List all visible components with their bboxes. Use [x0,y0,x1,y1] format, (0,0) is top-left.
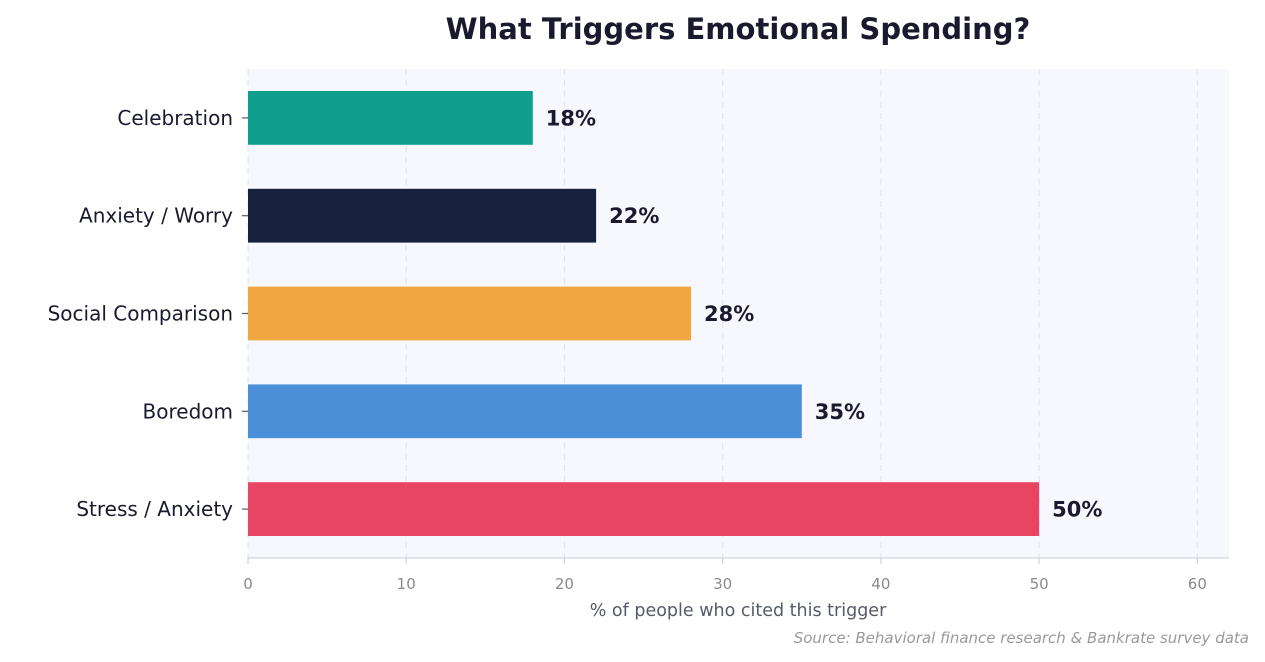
bar-value-label: 50% [1052,498,1102,522]
x-tick-label: 10 [397,575,416,593]
bar [248,188,597,243]
bar-value-label: 35% [815,400,865,424]
category-label: Celebration [117,106,233,130]
x-tick-label: 0 [243,575,253,593]
bars: 50% 35% 28% 22% 18% [248,91,1102,536]
bar [248,482,1040,536]
x-axis-label: % of people who cited this trigger [590,601,887,621]
x-tick-label: 60 [1188,575,1207,593]
x-axis-ticks: 0 10 20 30 40 50 60 [243,558,1207,593]
x-tick-label: 50 [1030,575,1049,593]
x-tick-label: 20 [555,575,574,593]
category-label: Anxiety / Worry [79,204,233,228]
x-tick-label: 40 [871,575,890,593]
x-tick-label: 30 [713,575,732,593]
chart-title: What Triggers Emotional Spending? [446,12,1031,46]
category-label: Stress / Anxiety [76,497,233,521]
bar-value-label: 18% [546,106,596,130]
category-labels: Stress / Anxiety Boredom Social Comparison… [48,106,248,521]
bar [248,91,533,145]
category-label: Boredom [143,399,233,423]
category-label: Social Comparison [48,302,233,326]
source-note: Source: Behavioral finance research & Ba… [794,629,1249,647]
bar-value-label: 28% [704,302,754,326]
bar [248,286,692,341]
bar-value-label: 22% [609,204,659,228]
bar [248,384,802,439]
